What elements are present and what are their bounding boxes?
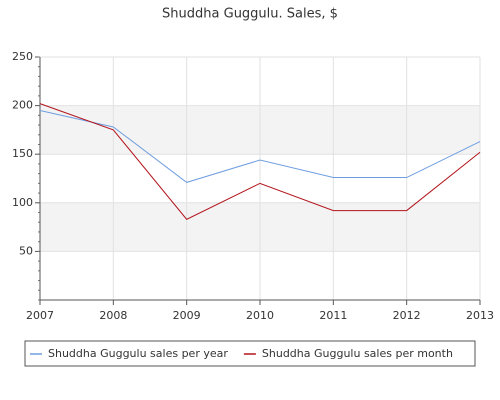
x-tick-label: 2012 (393, 309, 421, 322)
y-tick-label: 150 (12, 147, 33, 160)
legend-box (24, 340, 476, 367)
series-line (39, 109, 481, 183)
y-tick-label: 250 (12, 50, 33, 63)
x-tick-label: 2010 (246, 309, 274, 322)
x-tick-label: 2013 (466, 309, 494, 322)
legend-label: Shuddha Guggulu sales per year (48, 347, 228, 360)
legend-label: Shuddha Guggulu sales per month (262, 347, 453, 360)
x-tick-label: 2008 (99, 309, 127, 322)
y-tick-label: 50 (19, 244, 33, 257)
y-tick-label: 100 (12, 196, 33, 209)
x-tick-label: 2007 (26, 309, 54, 322)
series-line (39, 103, 481, 220)
x-tick-label: 2011 (319, 309, 347, 322)
y-tick-label: 200 (12, 99, 33, 112)
x-tick-label: 2009 (173, 309, 201, 322)
chart-title: Shuddha Guggulu. Sales, $ (162, 7, 338, 22)
